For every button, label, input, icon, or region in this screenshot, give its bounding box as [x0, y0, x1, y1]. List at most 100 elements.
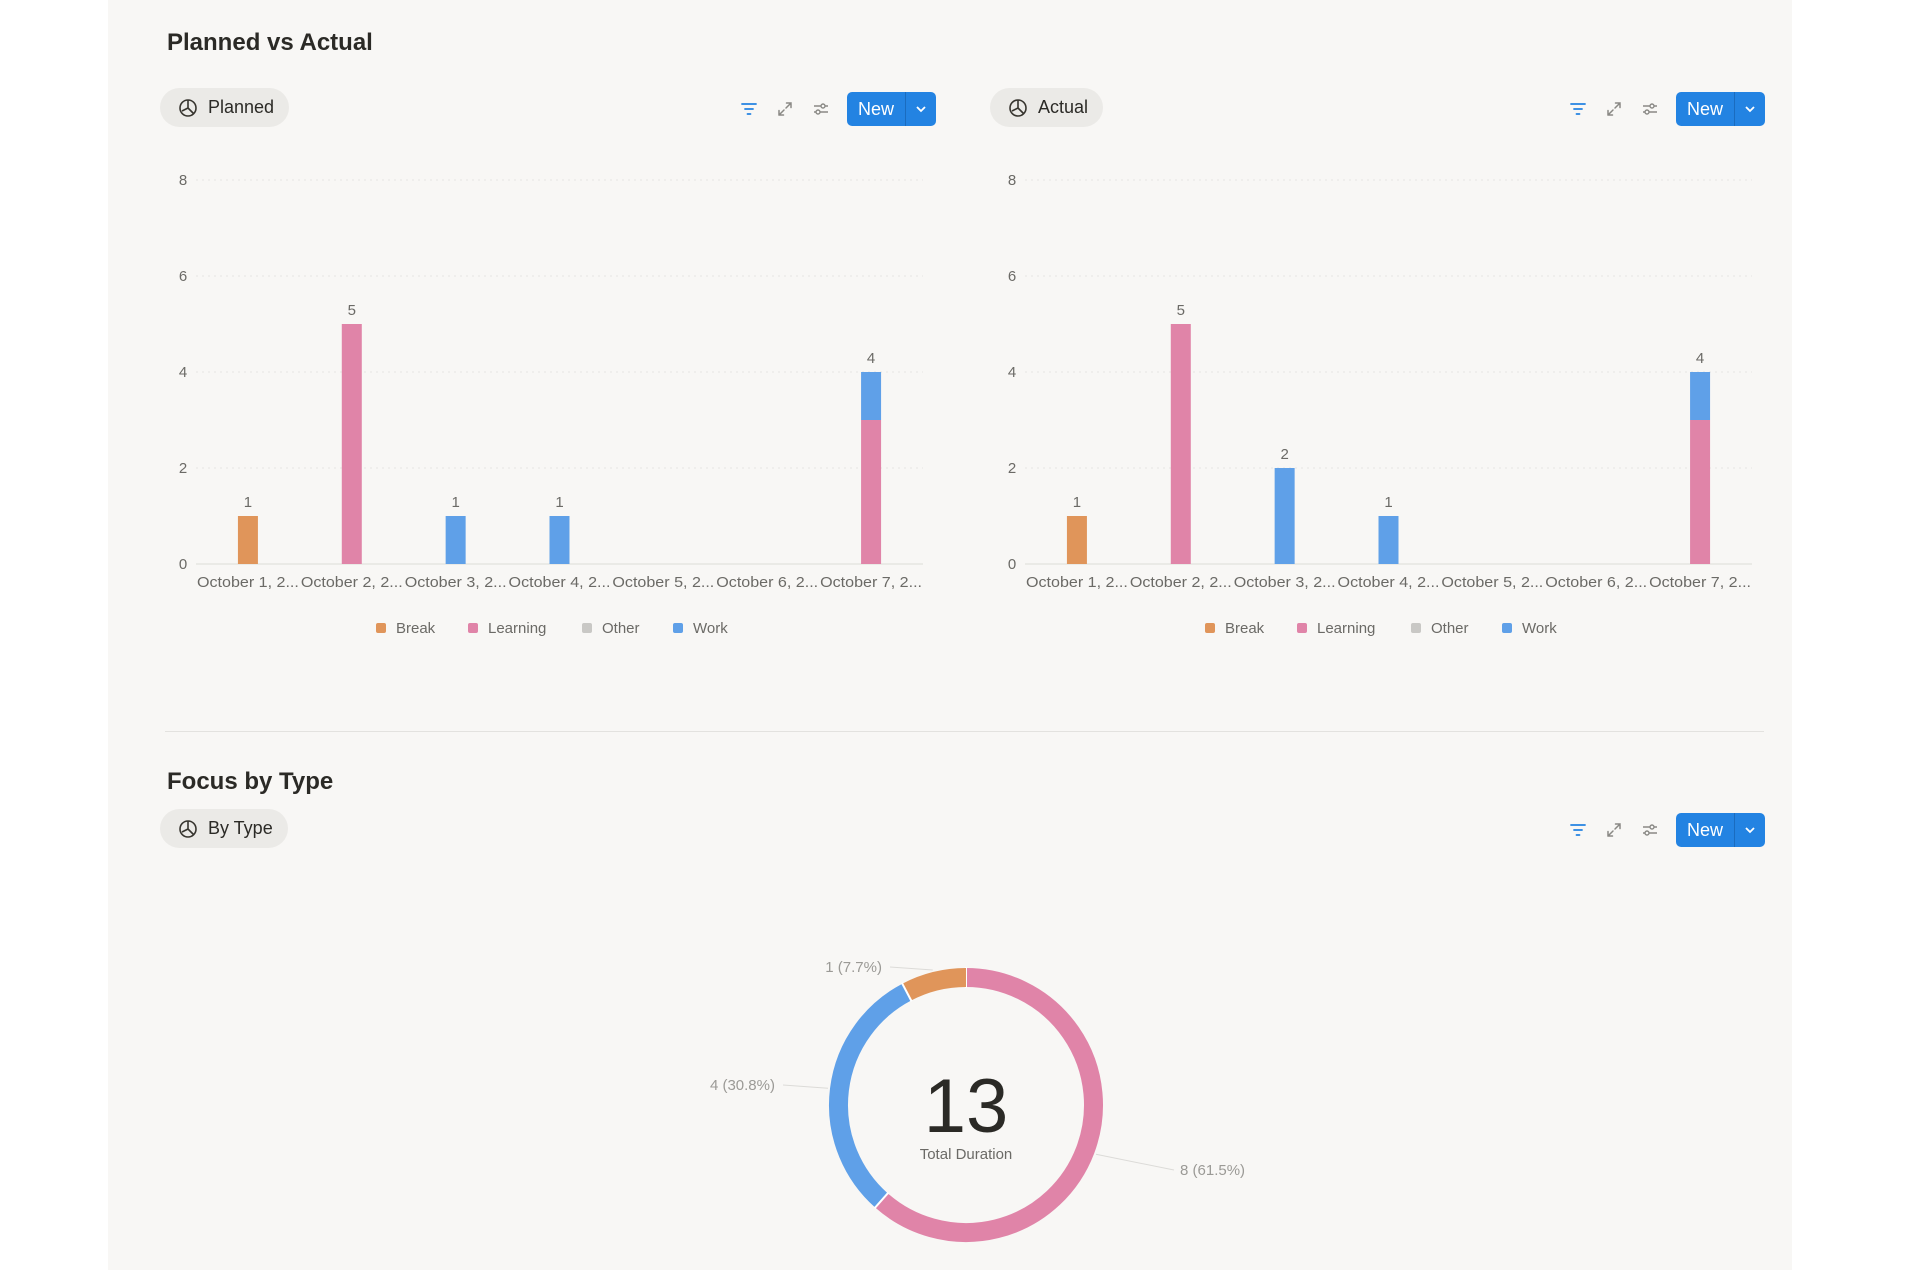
- new-button[interactable]: New: [1676, 92, 1765, 126]
- new-button[interactable]: New: [1676, 813, 1765, 847]
- new-button-label[interactable]: New: [847, 92, 906, 126]
- bar-work: [549, 516, 570, 564]
- legend-label-other: Other: [602, 620, 640, 637]
- expand-icon[interactable]: [773, 97, 797, 121]
- view-tab-label: By Type: [208, 818, 273, 838]
- chevron-down-icon[interactable]: [1735, 813, 1765, 847]
- bar-break: [1066, 516, 1087, 564]
- x-tick-label: October 4, 2...: [509, 574, 611, 591]
- x-tick-label: October 1, 2...: [197, 574, 299, 591]
- bar-work: [1690, 372, 1711, 420]
- y-tick-label: 2: [179, 460, 187, 477]
- filter-icon[interactable]: [1566, 818, 1590, 842]
- bar-total-label: 4: [1696, 350, 1704, 367]
- section-divider: [165, 731, 1764, 732]
- slice-separator: [873, 1191, 890, 1209]
- new-button[interactable]: New: [847, 92, 936, 126]
- chevron-down-icon[interactable]: [906, 92, 936, 126]
- y-tick-label: 6: [1008, 268, 1016, 285]
- settings-sliders-icon[interactable]: [1638, 97, 1662, 121]
- legend-label-work: Work: [1522, 620, 1557, 637]
- bar-break: [237, 516, 258, 564]
- bar-work: [1274, 468, 1295, 564]
- chevron-down-icon[interactable]: [1735, 92, 1765, 126]
- legend-label-break: Break: [1225, 620, 1265, 637]
- expand-icon[interactable]: [1602, 818, 1626, 842]
- view-tab-planned[interactable]: Planned: [160, 88, 290, 127]
- y-tick-label: 4: [179, 364, 187, 381]
- slice-label: 4 (30.8%): [710, 1077, 775, 1094]
- slice-separator: [900, 982, 913, 1002]
- dashboard-panel: [108, 0, 1792, 1270]
- y-tick-label: 2: [1008, 460, 1016, 477]
- x-tick-label: October 7, 2...: [820, 574, 922, 591]
- bar-total-label: 1: [1073, 494, 1081, 511]
- y-tick-label: 0: [179, 556, 187, 573]
- donut-slice-break: [902, 968, 967, 1001]
- x-tick-label: October 3, 2...: [405, 574, 507, 591]
- bar-total-label: 5: [1177, 302, 1185, 319]
- settings-sliders-icon[interactable]: [809, 97, 833, 121]
- view-tab-label: Actual: [1038, 97, 1089, 117]
- leader-line: [782, 1084, 829, 1089]
- bar-work: [861, 372, 882, 420]
- bar-learning: [1170, 324, 1191, 564]
- x-tick-label: October 5, 2...: [1441, 574, 1543, 591]
- x-tick-label: October 2, 2...: [1130, 574, 1232, 591]
- expand-icon[interactable]: [1602, 97, 1626, 121]
- x-tick-label: October 1, 2...: [1026, 574, 1128, 591]
- bar-total-label: 1: [1384, 494, 1392, 511]
- legend-label-work: Work: [693, 620, 728, 637]
- y-tick-label: 6: [179, 268, 187, 285]
- bar-total-label: 1: [451, 494, 459, 511]
- legend-swatch-learning: [468, 623, 478, 633]
- slice-label: 1 (7.7%): [825, 959, 882, 976]
- y-tick-label: 0: [1008, 556, 1016, 573]
- bar-total-label: 2: [1280, 446, 1288, 463]
- y-tick-label: 8: [1008, 172, 1016, 189]
- view-tab-by-type[interactable]: By Type: [160, 809, 288, 848]
- new-button-label[interactable]: New: [1676, 813, 1735, 847]
- leader-line: [1095, 1153, 1175, 1171]
- view-tab-label: Planned: [208, 97, 275, 117]
- planned-bar-chart: 0 2 4 6 8 1 October 1, 2... 5 October 2, 2... 1 Oc…: [179, 172, 923, 637]
- legend-swatch-work: [673, 623, 683, 633]
- pie-chart-icon: [178, 98, 208, 118]
- settings-sliders-icon[interactable]: [1638, 818, 1662, 842]
- legend-label-learning: Learning: [488, 620, 546, 637]
- x-tick-label: October 7, 2...: [1649, 574, 1751, 591]
- pie-chart-icon: [1008, 98, 1038, 118]
- filter-icon[interactable]: [737, 97, 761, 121]
- bar-learning: [1690, 420, 1711, 564]
- slice-label: 8 (61.5%): [1180, 1162, 1245, 1179]
- y-tick-label: 8: [179, 172, 187, 189]
- bar-work: [445, 516, 466, 564]
- filter-icon[interactable]: [1566, 97, 1590, 121]
- donut-slice-work: [829, 983, 912, 1208]
- x-tick-label: October 4, 2...: [1338, 574, 1440, 591]
- x-tick-label: October 6, 2...: [1545, 574, 1647, 591]
- x-tick-label: October 6, 2...: [716, 574, 818, 591]
- legend-label-other: Other: [1431, 620, 1469, 637]
- legend-swatch-other: [582, 623, 592, 633]
- actual-bar-chart: 0 2 4 6 8 1 October 1, 2... 5 October 2, 2... 2 Oc…: [1008, 172, 1752, 637]
- legend-swatch-break: [1205, 623, 1215, 633]
- legend-swatch-work: [1502, 623, 1512, 633]
- section-title-focus-by-type: Focus by Type: [167, 768, 334, 795]
- x-tick-label: October 2, 2...: [301, 574, 403, 591]
- pie-chart-icon: [178, 819, 208, 839]
- legend-swatch-learning: [1297, 623, 1307, 633]
- bar-work: [1378, 516, 1399, 564]
- total-value: 13: [924, 1064, 1009, 1149]
- x-tick-label: October 3, 2...: [1234, 574, 1336, 591]
- view-tab-actual[interactable]: Actual: [990, 88, 1104, 127]
- new-button-label[interactable]: New: [1676, 92, 1735, 126]
- donut-slice-learning: [875, 968, 1103, 1242]
- leader-line: [889, 966, 933, 971]
- legend-label-learning: Learning: [1317, 620, 1375, 637]
- bar-learning: [341, 324, 362, 564]
- legend-swatch-other: [1411, 623, 1421, 633]
- x-tick-label: October 5, 2...: [612, 574, 714, 591]
- bar-learning: [861, 420, 882, 564]
